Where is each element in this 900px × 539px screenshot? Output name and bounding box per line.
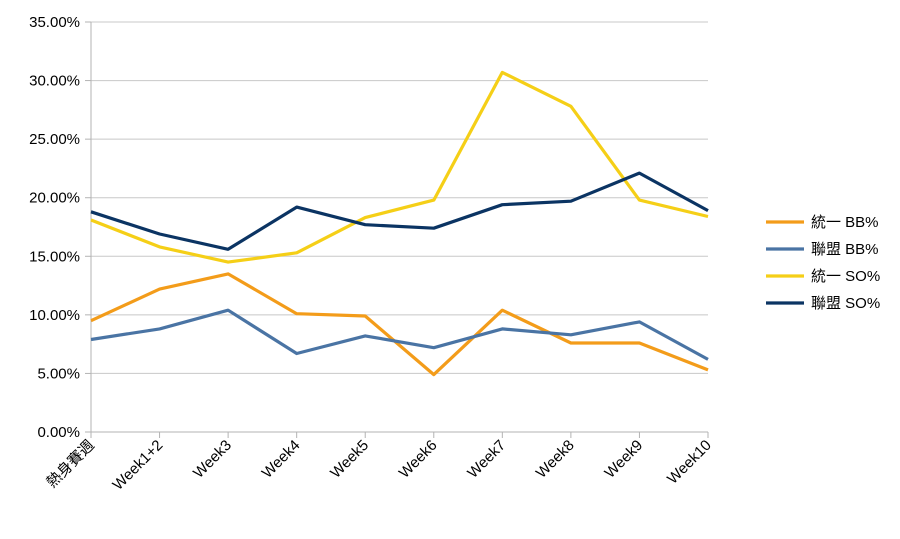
y-tick-label: 5.00% — [37, 365, 80, 382]
legend-label: 聯盟 BB% — [811, 241, 879, 258]
x-tick-label: Week4 — [259, 437, 304, 482]
x-tick-label: Week7 — [464, 437, 509, 482]
y-tick-label: 15.00% — [29, 248, 80, 265]
x-axis-ticks: 熱身賽週 Week1+2 Week3 Week4 Week5 Week6 Week7 Week… — [43, 437, 714, 494]
x-tick-label: Week3 — [190, 437, 235, 482]
x-tick-label: Week5 — [327, 437, 372, 482]
y-tick-label: 10.00% — [29, 307, 80, 324]
series-line-4 — [90, 171, 709, 251]
x-tick-label: Week10 — [664, 437, 715, 488]
legend-label: 統一 BB% — [811, 214, 879, 231]
series-line-3 — [90, 70, 709, 264]
axes — [85, 21, 709, 438]
legend: 統一 BB% 聯盟 BB% 統一 SO% 聯盟 SO% — [766, 214, 880, 312]
y-tick-label: 0.00% — [37, 424, 80, 441]
x-tick-label: Week6 — [396, 437, 441, 482]
series-lines — [90, 70, 709, 377]
x-tick-label: 熱身賽週 — [43, 437, 97, 491]
series-line-2 — [90, 308, 709, 361]
y-tick-label: 35.00% — [29, 14, 80, 31]
legend-label: 統一 SO% — [811, 268, 880, 285]
x-tick-label: Week1+2 — [109, 437, 166, 494]
gridlines — [91, 21, 708, 433]
x-tick-label: Week8 — [533, 437, 578, 482]
y-tick-label: 25.00% — [29, 131, 80, 148]
y-tick-label: 30.00% — [29, 73, 80, 90]
legend-label: 聯盟 SO% — [811, 295, 880, 312]
y-axis-ticks: 0.00% 5.00% 10.00% 15.00% 20.00% 25.00% 30.00%… — [29, 14, 80, 441]
x-tick-label: Week9 — [601, 437, 646, 482]
series-line-1 — [90, 272, 709, 377]
y-tick-label: 20.00% — [29, 190, 80, 207]
